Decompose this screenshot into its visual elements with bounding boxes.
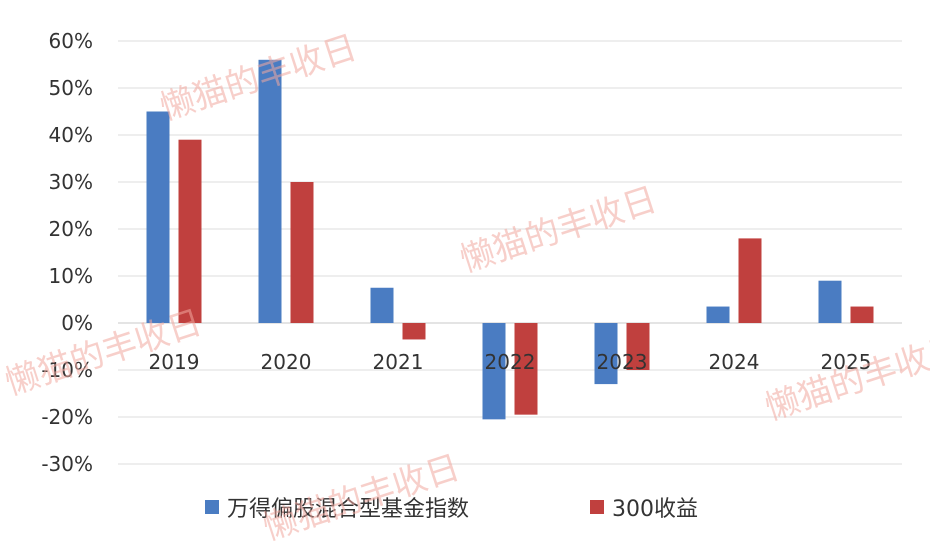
x-tick-label: 2020 <box>261 350 312 374</box>
y-tick-label: 50% <box>49 76 93 100</box>
bar-csi300-2023 <box>626 323 650 370</box>
y-tick-label: -10% <box>41 358 93 382</box>
y-tick-label: 30% <box>49 170 93 194</box>
bar-fund-index-2025 <box>818 280 842 323</box>
y-tick-label: -30% <box>41 452 93 476</box>
y-tick-label: 40% <box>49 123 93 147</box>
bar-fund-index-2021 <box>370 287 394 323</box>
y-tick-label: 10% <box>49 264 93 288</box>
legend: 万得偏股混合型基金指数 300收益 <box>205 497 698 522</box>
x-tick-label: 2025 <box>821 350 872 374</box>
legend-swatch <box>205 500 219 514</box>
bar-fund-index-2020 <box>258 59 282 324</box>
watermark-text: 懒猫的丰收日 <box>760 327 930 428</box>
x-tick-label: 2024 <box>709 350 760 374</box>
bar-csi300-2020 <box>290 182 314 323</box>
bar-csi300-2025 <box>850 306 874 323</box>
x-tick-label: 2023 <box>597 350 648 374</box>
y-tick-label: 0% <box>61 311 93 335</box>
y-tick-label: 20% <box>49 217 93 241</box>
bar-csi300-2022 <box>514 323 538 415</box>
gridlines <box>118 40 902 465</box>
y-tick-label: 60% <box>49 29 93 53</box>
x-tick-label: 2022 <box>485 350 536 374</box>
legend-swatch <box>590 500 604 514</box>
bar-csi300-2019 <box>178 139 202 323</box>
watermark-text: 懒猫的丰收日 <box>455 179 661 280</box>
y-tick-label: -20% <box>41 405 93 429</box>
bar-fund-index-2019 <box>146 111 170 323</box>
bar-csi300-2024 <box>738 238 762 323</box>
y-axis: 60% 50% 40% 30% 20% 10% 0% -10% -20% -30% <box>41 29 93 476</box>
legend-label: 万得偏股混合型基金指数 <box>227 497 469 522</box>
x-tick-label: 2019 <box>149 350 200 374</box>
bar-fund-index-2023 <box>594 323 618 385</box>
bar-fund-index-2024 <box>706 306 730 323</box>
bar-csi300-2021 <box>402 323 426 340</box>
x-tick-label: 2021 <box>373 350 424 374</box>
bar-fund-index-2022 <box>482 323 506 420</box>
bars <box>146 59 874 420</box>
legend-label: 300收益 <box>612 497 698 522</box>
x-axis: 2019 2020 2021 2022 2023 2024 2025 <box>149 350 872 374</box>
